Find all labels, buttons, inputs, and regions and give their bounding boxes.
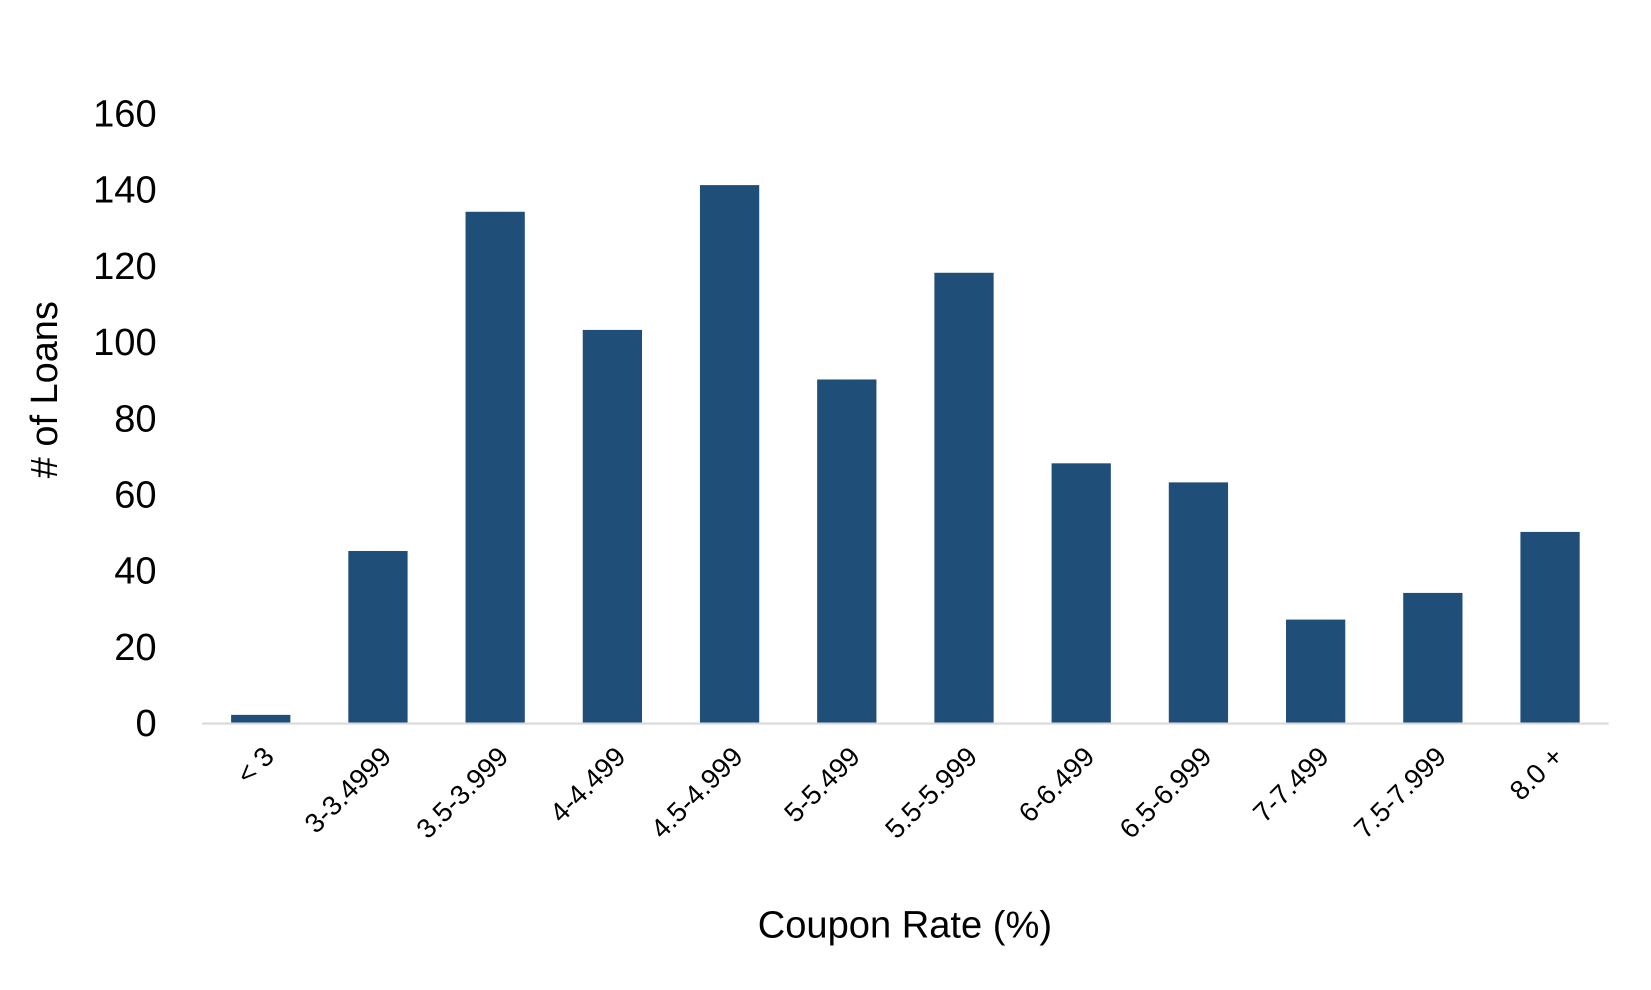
- x-tick-label: 3-3.4999: [298, 741, 397, 839]
- bar-6: [934, 272, 994, 723]
- y-tick-label: 160: [93, 93, 157, 135]
- y-tick-label: 20: [114, 627, 156, 669]
- y-tick-label: 60: [114, 475, 156, 517]
- bar-5: [817, 379, 877, 723]
- x-tick-label: 7.5-7.999: [1348, 741, 1452, 845]
- bar-4: [699, 185, 760, 723]
- bar-2: [465, 211, 525, 723]
- x-tick-labels: < 3 3-3.4999 3.5-3.999 4-4.499 4.5-4.999 5-5.…: [230, 741, 1569, 845]
- x-tick-label: 6.5-6.999: [1113, 741, 1217, 845]
- y-tick-label: 40: [114, 551, 156, 593]
- y-tick-labels: 0 20 40 60 80 100 120 140 160: [93, 93, 157, 745]
- bar-9: [1286, 619, 1346, 723]
- y-tick-label: 140: [93, 170, 157, 212]
- y-tick-label: 120: [93, 246, 157, 288]
- x-tick-label: 7-7.499: [1247, 741, 1335, 829]
- y-axis-title: # of Loans: [24, 301, 66, 478]
- bar-0: [231, 714, 291, 723]
- bar-1: [348, 550, 408, 723]
- x-tick-label: 5-5.499: [778, 741, 866, 829]
- x-tick-label: 3.5-3.999: [410, 741, 514, 845]
- y-tick-label: 0: [135, 703, 156, 745]
- bar-3: [582, 329, 643, 723]
- x-tick-label: 4-4.499: [544, 741, 632, 829]
- x-tick-label: < 3: [230, 741, 280, 790]
- bar-7: [1051, 463, 1111, 723]
- x-tick-label: 5.5-5.999: [879, 741, 983, 845]
- x-tick-label: 8.0 +: [1503, 741, 1569, 806]
- x-axis-title: Coupon Rate (%): [758, 904, 1052, 946]
- x-tick-label: 6-6.499: [1012, 741, 1100, 829]
- y-tick-label: 80: [114, 398, 156, 440]
- bars-group: [231, 185, 1580, 723]
- y-tick-label: 100: [93, 322, 157, 364]
- x-tick-label: 4.5-4.999: [644, 741, 748, 845]
- bar-8: [1168, 482, 1229, 723]
- bar-10: [1403, 592, 1463, 723]
- bar-11: [1520, 531, 1580, 723]
